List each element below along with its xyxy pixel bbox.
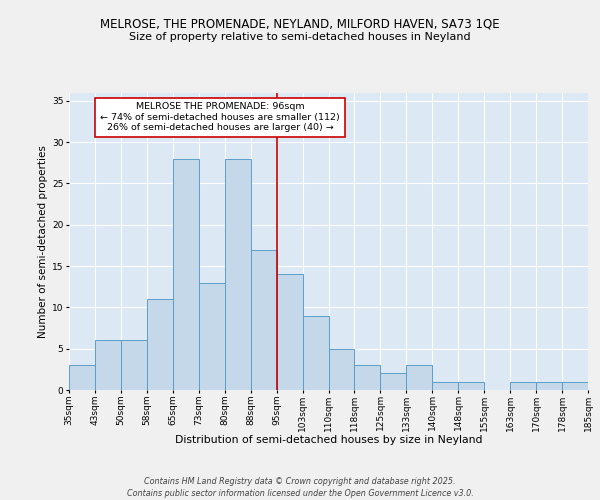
Bar (199, 282, 224, 390)
Bar (69, 365, 95, 390)
Text: Size of property relative to semi-detached houses in Neyland: Size of property relative to semi-detach… (129, 32, 471, 42)
X-axis label: Distribution of semi-detached houses by size in Neyland: Distribution of semi-detached houses by … (175, 434, 482, 444)
Bar (173, 158, 199, 390)
Bar (302, 316, 329, 390)
Bar (121, 340, 147, 390)
Bar (406, 365, 432, 390)
Bar (355, 365, 380, 390)
Bar (433, 382, 458, 390)
Bar (380, 374, 406, 390)
Bar (329, 348, 355, 390)
Bar (95, 340, 121, 390)
Text: Contains HM Land Registry data © Crown copyright and database right 2025.
Contai: Contains HM Land Registry data © Crown c… (127, 476, 473, 498)
Bar (562, 382, 588, 390)
Bar (251, 250, 277, 390)
Bar (510, 382, 536, 390)
Text: MELROSE THE PROMENADE: 96sqm
← 74% of semi-detached houses are smaller (112)
26%: MELROSE THE PROMENADE: 96sqm ← 74% of se… (100, 102, 340, 132)
Bar (458, 382, 484, 390)
Bar (536, 382, 562, 390)
Text: MELROSE, THE PROMENADE, NEYLAND, MILFORD HAVEN, SA73 1QE: MELROSE, THE PROMENADE, NEYLAND, MILFORD… (100, 18, 500, 30)
Y-axis label: Number of semi-detached properties: Number of semi-detached properties (38, 145, 48, 338)
Bar (225, 158, 251, 390)
Bar (277, 274, 302, 390)
Bar (147, 299, 173, 390)
